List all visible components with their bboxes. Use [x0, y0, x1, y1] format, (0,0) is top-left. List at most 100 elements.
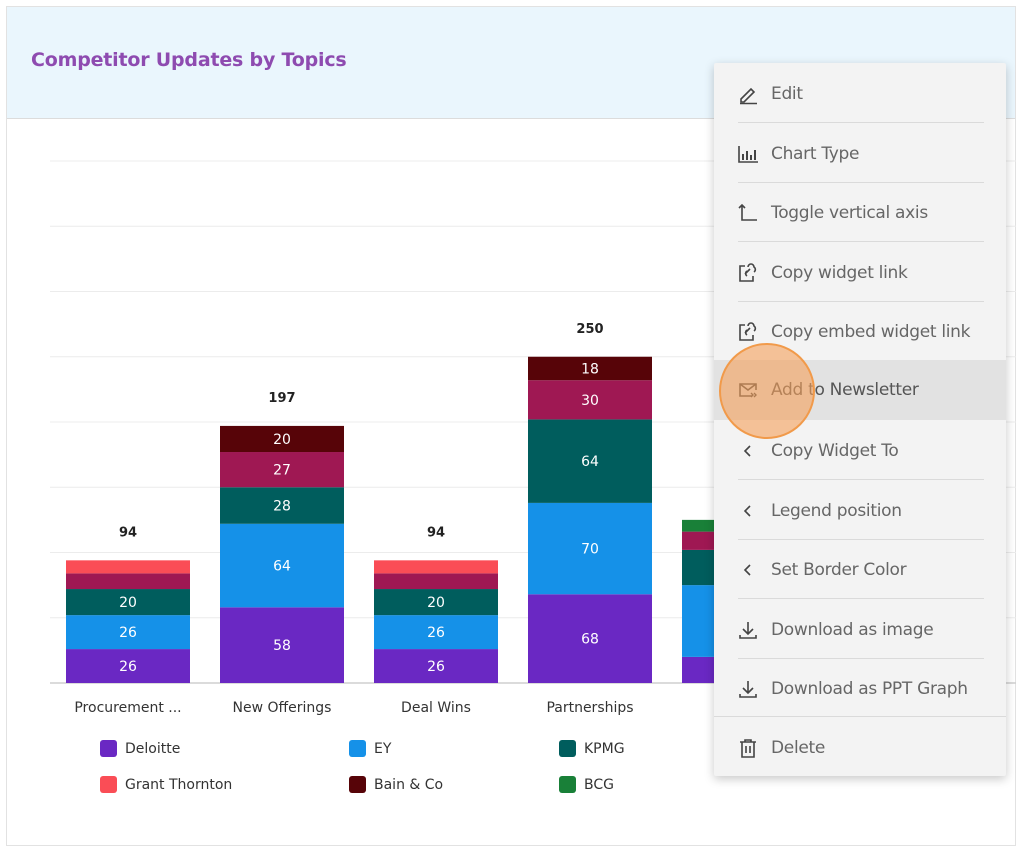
bar-total-label: 94	[119, 525, 137, 540]
legend-swatch	[100, 776, 117, 793]
legend-item-grant-thornton[interactable]: Grant Thornton	[100, 776, 232, 793]
legend-swatch	[559, 740, 576, 757]
legend-label: BCG	[584, 776, 614, 793]
category-label: Procurement ...	[74, 700, 181, 716]
legend-item-ey[interactable]: EY	[349, 740, 391, 757]
bar-total-label: 94	[427, 525, 445, 540]
legend-label: Bain & Co	[374, 776, 444, 793]
menu-item-download-as-ppt-graph[interactable]: Download as PPT Graph	[714, 659, 1006, 718]
menu-divider	[738, 658, 984, 659]
menu-item-edit[interactable]: Edit	[714, 64, 1006, 123]
menu-item-label: Download as PPT Graph	[771, 678, 968, 699]
bar-segment[interactable]	[220, 607, 344, 683]
bar-segment[interactable]	[374, 573, 498, 590]
bar-total-label: 250	[576, 322, 603, 337]
bar-segment[interactable]	[528, 380, 652, 420]
bar-value-label: 26	[427, 625, 445, 641]
bar-total-label: 197	[268, 391, 295, 406]
bar-segment[interactable]	[66, 615, 190, 650]
newsletter-icon	[736, 378, 760, 402]
bar-value-label: 27	[273, 463, 291, 479]
widget-context-menu: Edit Chart Type Toggle vertical axis Cop…	[714, 63, 1006, 776]
bar-value-label: 20	[273, 432, 291, 448]
bar-segment[interactable]	[374, 649, 498, 683]
bar-segment[interactable]	[374, 615, 498, 650]
menu-item-toggle-vertical-axis[interactable]: Toggle vertical axis	[714, 183, 1006, 242]
bar-value-label: 70	[581, 542, 599, 558]
menu-divider	[714, 716, 1006, 717]
bar-segment[interactable]	[66, 589, 190, 616]
bar-value-label: 26	[119, 659, 137, 675]
bar-value-label: 64	[581, 454, 599, 470]
menu-divider	[738, 122, 984, 123]
legend-swatch	[559, 776, 576, 793]
bar-value-label: 30	[581, 393, 599, 409]
bar-value-label: 64	[273, 559, 291, 575]
legend-swatch	[349, 776, 366, 793]
menu-divider	[738, 539, 984, 540]
bar-segment[interactable]	[528, 594, 652, 683]
axis-icon	[736, 201, 760, 225]
bar-segment[interactable]	[220, 425, 344, 453]
bar-value-label: 20	[119, 595, 137, 611]
legend-label: Grant Thornton	[125, 776, 233, 793]
menu-item-chart-type[interactable]: Chart Type	[714, 124, 1006, 183]
menu-item-delete[interactable]: Delete	[714, 718, 1006, 777]
bar-value-label: 20	[427, 595, 445, 611]
legend-label: KPMG	[584, 740, 625, 757]
bar-segment[interactable]	[66, 573, 190, 590]
bar-value-label: 28	[273, 499, 291, 515]
menu-item-label: Copy embed widget link	[771, 321, 971, 342]
menu-item-copy-embed-widget-link[interactable]: Copy embed widget link	[714, 302, 1006, 361]
menu-item-set-border-color[interactable]: Set Border Color	[714, 540, 1006, 599]
bar-value-label: 68	[581, 632, 599, 648]
legend-label: EY	[374, 740, 392, 757]
bar-segment[interactable]	[528, 419, 652, 503]
menu-item-label: Add to Newsletter	[771, 380, 919, 400]
pencil-icon	[736, 82, 760, 106]
bar-segment[interactable]	[528, 356, 652, 381]
menu-divider	[738, 301, 984, 302]
menu-divider	[738, 241, 984, 242]
category-label: Partnerships	[546, 700, 633, 716]
bar-segment[interactable]	[220, 487, 344, 524]
bar-segment[interactable]	[374, 589, 498, 616]
copy-link-icon	[736, 261, 760, 285]
legend-item-deloitte[interactable]: Deloitte	[100, 740, 180, 757]
bar-segment[interactable]	[220, 452, 344, 488]
bar-segment[interactable]	[66, 649, 190, 683]
bar-chart-icon	[736, 142, 760, 166]
bar-segment[interactable]	[66, 560, 190, 574]
menu-divider	[738, 598, 984, 599]
menu-item-label: Copy Widget To	[771, 440, 899, 461]
menu-item-copy-widget-to[interactable]: Copy Widget To	[714, 421, 1006, 480]
legend-swatch	[349, 740, 366, 757]
menu-item-label: Edit	[771, 83, 803, 104]
bar-segment[interactable]	[374, 560, 498, 574]
chevron-left-icon	[736, 499, 760, 523]
bar-segment[interactable]	[220, 523, 344, 608]
menu-divider	[738, 479, 984, 480]
copy-link-icon	[736, 320, 760, 344]
menu-item-legend-position[interactable]: Legend position	[714, 481, 1006, 540]
legend-item-bain-co[interactable]: Bain & Co	[349, 776, 443, 793]
bar-segment[interactable]	[528, 502, 652, 595]
chevron-left-icon	[736, 558, 760, 582]
menu-item-copy-widget-link[interactable]: Copy widget link	[714, 243, 1006, 302]
legend-item-kpmg[interactable]: KPMG	[559, 740, 625, 757]
bar-value-label: 26	[119, 625, 137, 641]
menu-item-label: Chart Type	[771, 143, 860, 164]
legend-item-bcg[interactable]: BCG	[559, 776, 614, 793]
bar-value-label: 58	[273, 638, 291, 654]
menu-divider	[738, 182, 984, 183]
menu-item-download-as-image[interactable]: Download as image	[714, 600, 1006, 659]
legend-swatch	[100, 740, 117, 757]
download-icon	[736, 677, 760, 701]
menu-item-add-to-newsletter[interactable]: Add to Newsletter	[714, 360, 1006, 420]
menu-item-label: Toggle vertical axis	[771, 202, 928, 223]
legend-label: Deloitte	[125, 740, 181, 757]
menu-item-label: Copy widget link	[771, 262, 908, 283]
trash-icon	[736, 736, 760, 760]
menu-item-label: Set Border Color	[771, 559, 907, 580]
menu-item-label: Delete	[771, 737, 826, 758]
